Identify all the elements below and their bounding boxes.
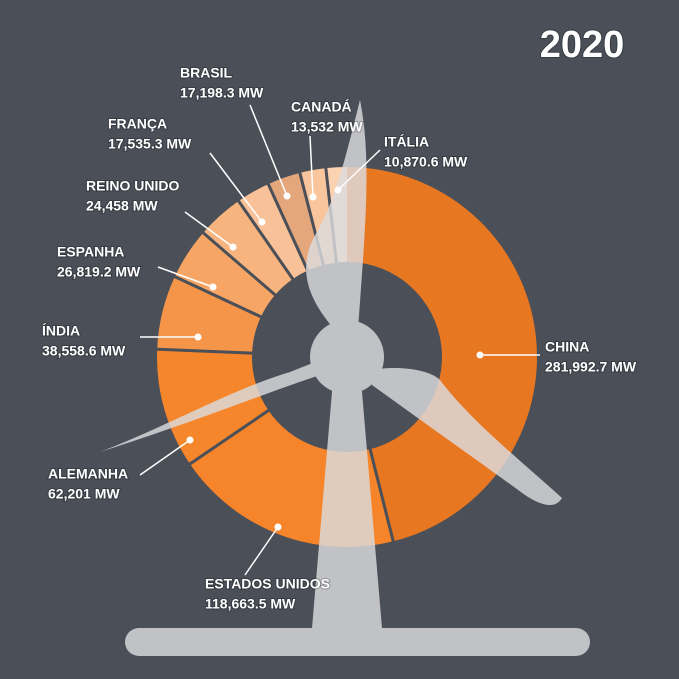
- tower: [312, 380, 382, 628]
- separator: [367, 443, 396, 547]
- category-label: BRASIL: [180, 65, 233, 81]
- slice: [203, 200, 293, 295]
- slice: [174, 232, 276, 317]
- leader-dot: [209, 283, 217, 291]
- category-label: CHINA: [545, 339, 589, 355]
- value-label: 281,992.7 MW: [545, 359, 637, 375]
- labels: CHINA 281,992.7 MW ESTADOS UNIDOS 118,663.5…: [41, 64, 638, 613]
- leader-dot: [258, 218, 266, 226]
- leader-line: [157, 266, 214, 288]
- separator: [234, 196, 297, 284]
- value-label: 10,870.6 MW: [384, 154, 468, 170]
- value-label: 17,535.3 MW: [108, 136, 192, 152]
- leader-dot: [186, 436, 194, 444]
- leader-dot: [274, 523, 282, 531]
- blade: [306, 100, 367, 330]
- value-label: 38,558.6 MW: [42, 343, 126, 359]
- value-label: 17,198.3 MW: [180, 85, 264, 101]
- leader-dot: [334, 186, 342, 194]
- hub: [310, 320, 384, 394]
- value-label: 62,201 MW: [48, 486, 120, 502]
- blade: [100, 360, 322, 452]
- leader-dot: [476, 351, 484, 359]
- separator: [184, 406, 274, 468]
- separator: [264, 178, 312, 276]
- category-label: FRANÇA: [108, 116, 167, 132]
- separator: [152, 347, 258, 355]
- leader-dot: [229, 243, 237, 251]
- category-label: REINO UNIDO: [86, 178, 179, 194]
- leader-line: [249, 104, 288, 197]
- value-label: 26,819.2 MW: [57, 264, 141, 280]
- leader-line: [139, 439, 191, 476]
- slice: [238, 184, 308, 279]
- value-label: 118,663.5 MW: [205, 596, 296, 612]
- leader-line: [309, 135, 314, 198]
- separator: [169, 273, 267, 321]
- turbine: [100, 100, 590, 656]
- category-label: ITÁLIA: [384, 134, 429, 150]
- leader-line: [337, 149, 381, 191]
- leader-dot: [283, 192, 291, 200]
- leader-line: [244, 526, 279, 576]
- category-label: CANADÁ: [291, 99, 352, 115]
- chart-title: 2020: [540, 24, 625, 66]
- leader-line: [209, 152, 263, 223]
- base: [125, 628, 590, 656]
- separator: [198, 228, 280, 300]
- slice: [157, 276, 261, 354]
- slice: [268, 172, 324, 271]
- category-label: ESTADOS UNIDOS: [205, 576, 330, 592]
- category-label: ÍNDIA: [42, 323, 80, 339]
- category-label: ALEMANHA: [48, 466, 128, 482]
- leader-line: [184, 211, 234, 248]
- category-label: ESPANHA: [57, 244, 124, 260]
- value-label: 24,458 MW: [86, 198, 158, 214]
- blade: [372, 368, 562, 506]
- value-label: 13,532 MW: [291, 119, 363, 135]
- leader-dot: [194, 333, 202, 341]
- leader-dot: [309, 193, 317, 201]
